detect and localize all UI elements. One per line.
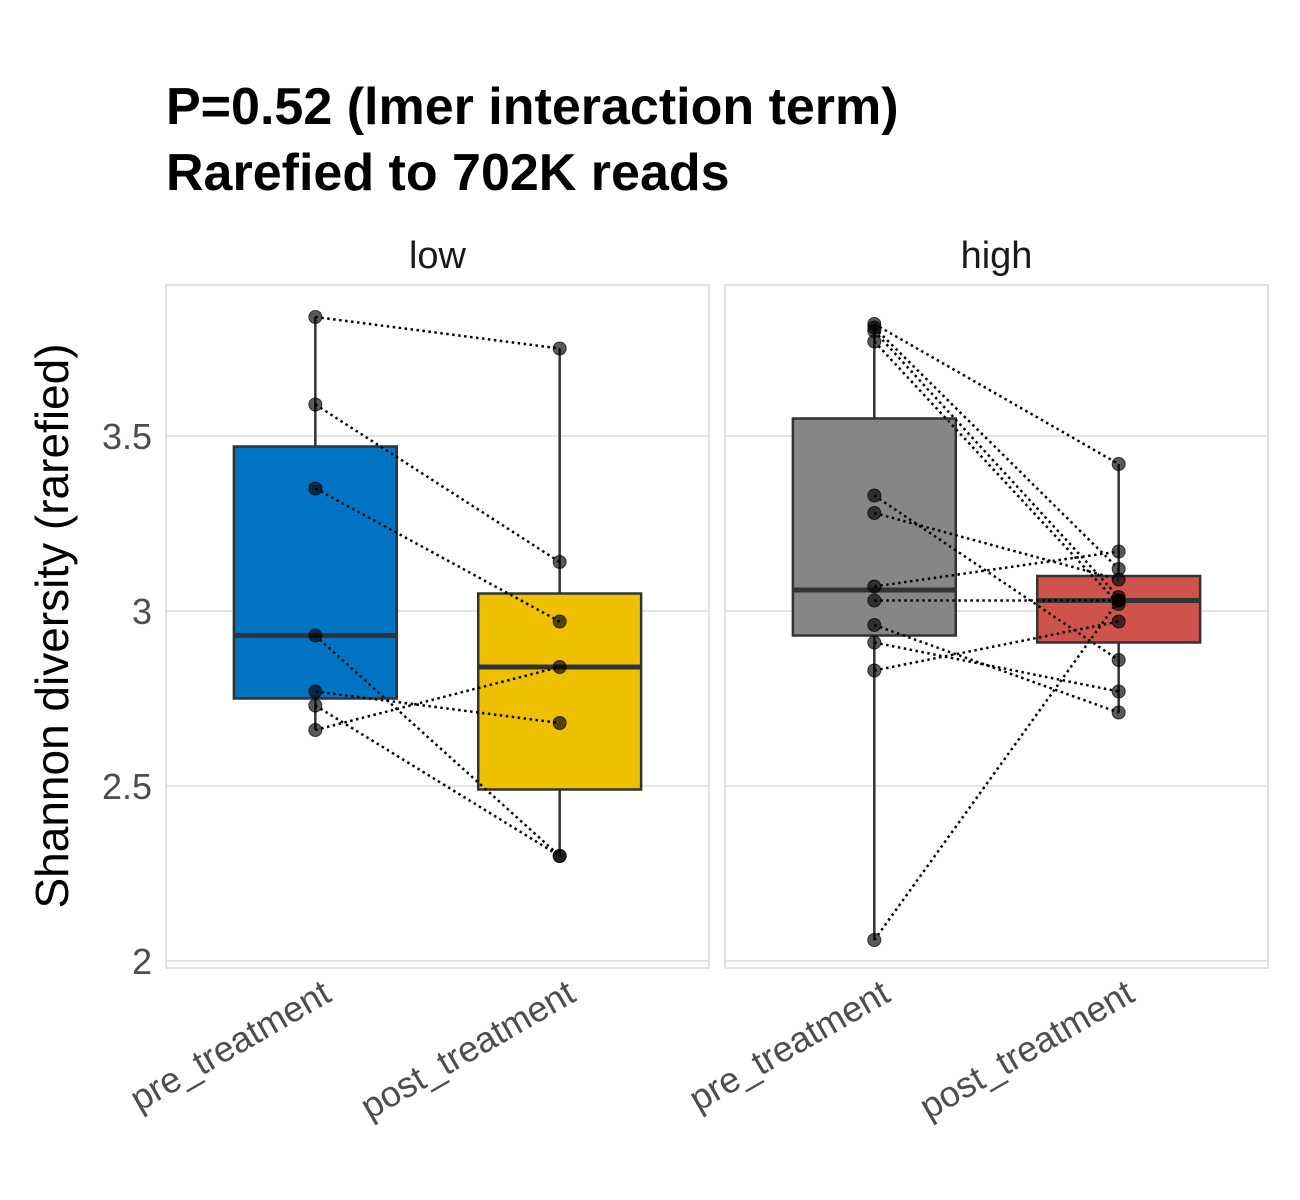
- pair-line: [874, 550, 1119, 588]
- x-tick-label: pre_treatment: [682, 971, 897, 1119]
- pair-line: [314, 487, 561, 623]
- pair-line: [315, 315, 560, 350]
- data-point: [1111, 544, 1126, 559]
- pair-line: [314, 403, 561, 564]
- data-point: [552, 341, 567, 356]
- pair-line: [873, 599, 1120, 941]
- pair-line: [873, 322, 1120, 466]
- data-point: [308, 628, 323, 643]
- pair-line: [873, 330, 1120, 598]
- data-point: [867, 593, 882, 608]
- y-tick-label: 2: [132, 941, 152, 982]
- pair-line: [315, 690, 560, 725]
- facet-label: low: [409, 235, 467, 277]
- data-point: [867, 635, 882, 650]
- data-point: [552, 716, 567, 730]
- x-tick-label: pre_treatment: [123, 971, 338, 1119]
- y-tick-label: 3.5: [102, 416, 152, 457]
- data-point: [1111, 572, 1126, 587]
- data-point: [867, 663, 882, 678]
- data-point: [867, 618, 882, 632]
- facet-label: high: [961, 235, 1033, 277]
- chart-title-line-1: P=0.52 (lmer interaction term): [166, 78, 899, 136]
- x-tick-label: post_treatment: [353, 971, 581, 1127]
- data-point: [1111, 684, 1126, 699]
- data-point: [308, 684, 323, 699]
- pair-line: [873, 494, 1120, 662]
- pair-line: [315, 665, 560, 732]
- pair-line: [873, 511, 1120, 581]
- data-point: [308, 723, 323, 737]
- data-point: [867, 334, 882, 349]
- data-point: [1111, 705, 1126, 720]
- data-point: [552, 849, 567, 863]
- data-point: [552, 555, 567, 569]
- data-point: [552, 614, 567, 629]
- data-point: [1111, 614, 1126, 629]
- data-point: [867, 488, 882, 503]
- data-point: [308, 397, 323, 412]
- data-point: [867, 506, 882, 520]
- data-point: [308, 310, 323, 324]
- data-point: [867, 579, 882, 594]
- data-point: [1111, 457, 1126, 471]
- data-point: [308, 698, 323, 713]
- chart-title-line-2: Rarefied to 702K reads: [166, 144, 730, 202]
- data-point: [308, 481, 323, 496]
- y-tick-label: 3: [132, 591, 152, 632]
- data-point: [867, 933, 882, 947]
- pair-line: [314, 634, 561, 857]
- data-point: [1111, 653, 1126, 667]
- y-tick-label: 2.5: [102, 766, 152, 807]
- x-tick-label: post_treatment: [912, 971, 1140, 1127]
- y-axis-label: Shannon diversity (rarefied): [26, 343, 78, 908]
- data-point: [1111, 593, 1126, 608]
- data-point: [552, 660, 567, 674]
- pair-line: [873, 623, 1120, 714]
